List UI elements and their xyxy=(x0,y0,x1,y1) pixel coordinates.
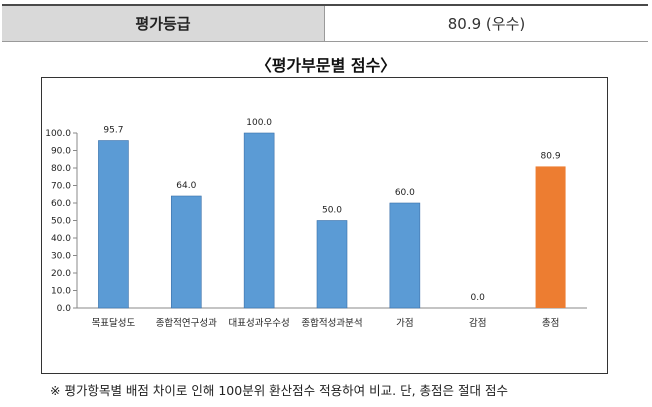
category-label: 목표달성도 xyxy=(92,317,136,329)
bar-value-label: 64.0 xyxy=(176,181,196,191)
bar-value-label: 60.0 xyxy=(395,188,415,198)
category-label: 종합적성과분석 xyxy=(301,317,362,329)
chart-frame: 0.0 10.0 20.0 30.0 40.0 50.0 60.0 70.0 80.0 90.0 1… xyxy=(41,77,608,374)
y-tick-label: 80.0 xyxy=(51,164,71,174)
y-tick-label: 50.0 xyxy=(51,217,71,227)
bar xyxy=(535,166,566,308)
grade-label: 평가등급 xyxy=(2,6,325,41)
grade-table: 평가등급 80.9 (우수) xyxy=(2,4,648,42)
category-label: 총점 xyxy=(542,317,559,329)
y-tick-label: 90.0 xyxy=(51,147,71,157)
bar xyxy=(316,220,348,309)
bar xyxy=(389,202,421,309)
y-tick-label: 70.0 xyxy=(51,182,71,192)
y-tick-label: 20.0 xyxy=(51,269,71,279)
y-tick-label: 10.0 xyxy=(51,287,71,297)
category-label: 대표성과우수성 xyxy=(229,318,290,329)
bar-chart: 0.0 10.0 20.0 30.0 40.0 50.0 60.0 70.0 80.0 90.0 1… xyxy=(45,118,587,329)
y-tick-label: 30.0 xyxy=(51,252,71,262)
bar xyxy=(243,132,275,309)
bar-value-label: 0.0 xyxy=(471,293,486,303)
y-tick-label: 40.0 xyxy=(51,234,71,244)
category-label: 가점 xyxy=(396,317,413,329)
bar xyxy=(170,195,202,309)
footnote: ※ 평가항목별 배점 차이로 인해 100분위 환산점수 적용하여 비교. 단,… xyxy=(50,383,508,398)
bar-value-label: 100.0 xyxy=(246,118,272,128)
y-tick-label: 60.0 xyxy=(51,199,71,209)
y-tick-label: 0.0 xyxy=(57,304,72,314)
chart-title: 〈평가부문별 점수〉 xyxy=(255,56,397,75)
y-tick-label: 100.0 xyxy=(45,129,71,139)
category-label: 종합적연구성과 xyxy=(156,317,217,329)
bar-value-label: 95.7 xyxy=(103,126,123,136)
category-label: 감점 xyxy=(469,317,486,329)
bar xyxy=(98,140,129,309)
bar-value-label: 50.0 xyxy=(322,206,342,216)
grade-value: 80.9 (우수) xyxy=(447,15,526,33)
bar-value-label: 80.9 xyxy=(541,151,561,161)
